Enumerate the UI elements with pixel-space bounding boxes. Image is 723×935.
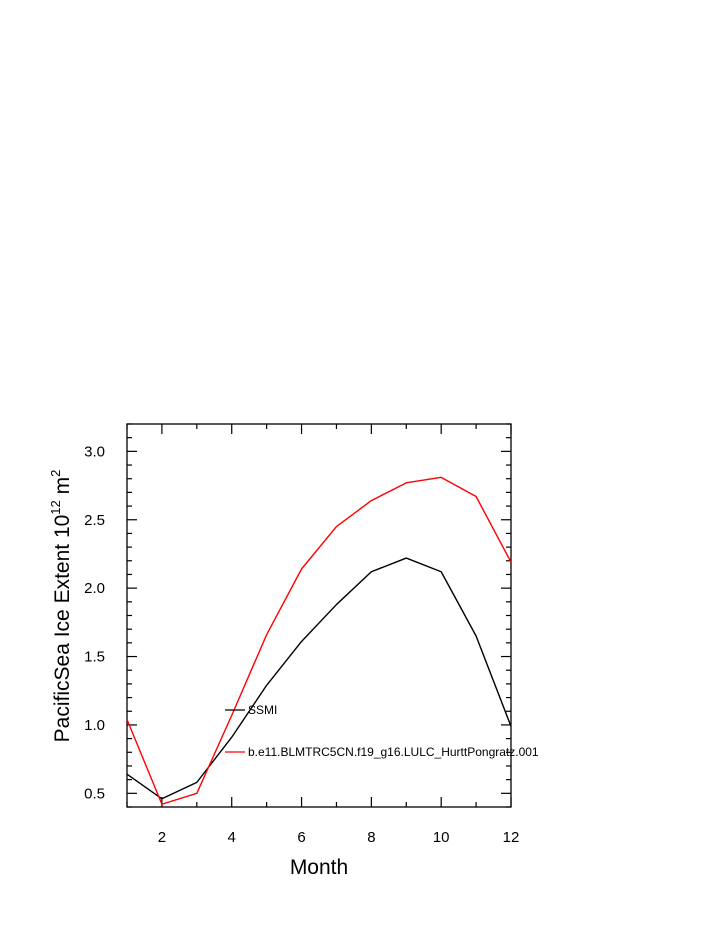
y-tick-label: 0.5 — [84, 785, 105, 802]
x-tick-label: 10 — [433, 829, 450, 846]
series-lines — [126, 476, 512, 805]
x-tick-label: 4 — [228, 829, 236, 846]
y-tick-label: 2.5 — [84, 512, 105, 529]
y-tick-label: 2.0 — [84, 580, 105, 597]
y-axis-title-exponent-1: 12 — [48, 500, 63, 514]
series-line-model — [126, 476, 512, 805]
y-axis-title-middle: m — [51, 477, 74, 500]
legend-label-model: b.e11.BLMTRC5CN.f19_g16.LULC_HurttPongra… — [248, 745, 539, 759]
x-tick-label: 12 — [503, 829, 520, 846]
y-tick-label: 1.0 — [84, 717, 105, 734]
legend: SSMI b.e11.BLMTRC5CN.f19_g16.LULC_HurttP… — [225, 703, 539, 759]
y-axis-title-exponent-2: 2 — [48, 470, 63, 477]
x-axis-title: Month — [290, 856, 348, 879]
y-tick-label: 3.0 — [84, 443, 105, 460]
x-tick-label: 8 — [367, 829, 375, 846]
y-tick-labels: 0.5 1.0 1.5 2.0 2.5 3.0 — [84, 443, 105, 802]
y-tick-label: 1.5 — [84, 649, 105, 666]
x-tick-label: 6 — [297, 829, 305, 846]
x-tick-label: 2 — [158, 829, 166, 846]
series-line-ssmi — [126, 557, 512, 800]
y-axis-title-prefix: PacificSea Ice Extent 10 — [51, 515, 74, 743]
y-axis-title: PacificSea Ice Extent 1012 m2 — [48, 470, 74, 743]
x-tick-labels: 2 4 6 8 10 12 — [158, 829, 520, 846]
legend-label-ssmi: SSMI — [248, 703, 277, 717]
minor-ticks — [126, 423, 511, 808]
